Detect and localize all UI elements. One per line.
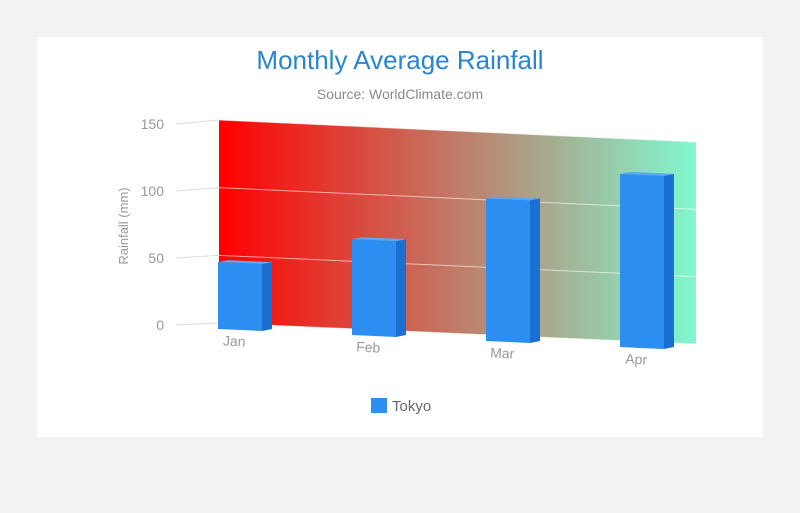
- y-tick-label: 100: [141, 183, 165, 199]
- bar-front: [352, 239, 396, 337]
- legend-swatch-tokyo[interactable]: [371, 398, 387, 413]
- bar-top: [352, 237, 406, 242]
- plot-background: [219, 120, 696, 344]
- bar-series: [218, 171, 674, 349]
- bar-side: [664, 173, 674, 349]
- legend[interactable]: Tokyo: [371, 398, 431, 415]
- bar-apr[interactable]: [620, 171, 674, 349]
- x-tick-label: Mar: [490, 344, 515, 361]
- bar-mar[interactable]: [486, 196, 540, 343]
- y-tick-label: 0: [156, 317, 164, 333]
- grid-lines: [175, 119, 697, 345]
- gridline-floor: [175, 322, 220, 326]
- bar-feb[interactable]: [352, 237, 406, 337]
- gridline-floor: [175, 254, 220, 259]
- bar-front: [620, 173, 664, 349]
- bar-side: [262, 262, 272, 331]
- y-tick-label: 50: [148, 250, 164, 266]
- bar-front: [486, 198, 530, 343]
- bar-front: [218, 262, 262, 331]
- y-axis-ticks: 0 50 100 150: [141, 116, 165, 333]
- gridline: [218, 187, 697, 210]
- bar-top: [218, 260, 272, 265]
- gridline: [218, 254, 697, 278]
- gridline: [218, 322, 697, 345]
- x-tick-label: Jan: [223, 332, 246, 349]
- legend-label-tokyo[interactable]: Tokyo: [392, 398, 431, 415]
- gridline-floor: [175, 119, 220, 125]
- x-axis-ticks: Jan Feb Mar Apr: [223, 332, 648, 367]
- y-tick-label: 150: [141, 116, 165, 132]
- bar-side: [530, 198, 540, 343]
- bar-jan[interactable]: [218, 260, 272, 331]
- bar-side: [396, 239, 406, 337]
- x-tick-label: Apr: [625, 350, 648, 367]
- gridline: [218, 119, 697, 143]
- bar-top: [620, 171, 674, 176]
- chart-title: Monthly Average Rainfall: [256, 45, 543, 75]
- bar-top: [486, 196, 540, 201]
- x-tick-label: Feb: [356, 338, 381, 355]
- y-axis-title: Rainfall (mm): [116, 187, 131, 264]
- plot-back-wall: [219, 120, 696, 344]
- chart-subtitle: Source: WorldClimate.com: [317, 86, 483, 102]
- gridline-floor: [175, 187, 220, 192]
